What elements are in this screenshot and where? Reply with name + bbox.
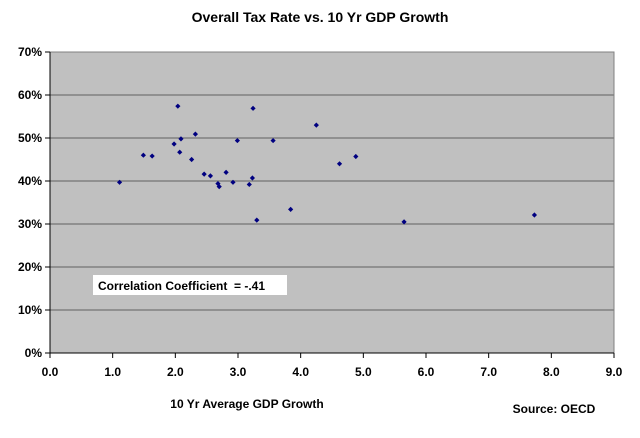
data-point bbox=[216, 183, 222, 190]
data-point bbox=[201, 171, 207, 177]
x-tick-label: 1.0 bbox=[104, 365, 121, 379]
data-point bbox=[189, 156, 195, 163]
data-point bbox=[192, 131, 198, 137]
y-tick-label: 10% bbox=[18, 303, 42, 317]
x-tick-label: 9.0 bbox=[606, 365, 623, 379]
y-tick-label: 50% bbox=[18, 131, 42, 145]
data-point bbox=[336, 161, 343, 167]
data-point bbox=[175, 103, 181, 109]
data-points bbox=[116, 103, 538, 225]
data-point bbox=[250, 105, 256, 111]
y-axis-ticks: 0% 10% 20% 30% 40% 50% 60% 70% bbox=[18, 45, 50, 360]
y-tick-label: 40% bbox=[18, 174, 42, 188]
data-point bbox=[171, 141, 177, 147]
data-point bbox=[223, 169, 229, 175]
chart-title: Overall Tax Rate vs. 10 Yr GDP Growth bbox=[192, 9, 449, 25]
data-point bbox=[353, 153, 359, 160]
gridlines bbox=[50, 94, 614, 311]
x-tick-label: 7.0 bbox=[480, 365, 497, 379]
y-tick-label: 70% bbox=[18, 45, 42, 59]
x-axis-label: 10 Yr Average GDP Growth bbox=[170, 397, 323, 411]
x-tick-label: 8.0 bbox=[543, 365, 560, 379]
data-point bbox=[313, 122, 319, 128]
data-point bbox=[288, 206, 294, 212]
x-tick-label: 6.0 bbox=[418, 365, 435, 379]
data-point bbox=[207, 173, 214, 179]
data-point bbox=[140, 152, 146, 158]
data-point bbox=[116, 179, 123, 185]
data-point bbox=[270, 137, 276, 144]
data-point bbox=[230, 179, 236, 185]
data-point bbox=[177, 149, 183, 155]
x-tick-label: 4.0 bbox=[292, 365, 309, 379]
data-point bbox=[401, 219, 407, 225]
data-point bbox=[246, 181, 252, 188]
y-tick-label: 20% bbox=[18, 260, 42, 274]
y-tick-label: 60% bbox=[18, 88, 42, 102]
x-tick-label: 5.0 bbox=[355, 365, 372, 379]
plot-area bbox=[49, 51, 615, 354]
x-tick-label: 2.0 bbox=[167, 365, 184, 379]
data-point bbox=[249, 175, 256, 181]
data-point bbox=[149, 153, 155, 159]
x-axis-ticks: 0.0 1.0 2.0 3.0 4.0 5.0 6.0 7.0 8.0 9.0 bbox=[42, 353, 623, 379]
data-point bbox=[234, 137, 240, 144]
axes bbox=[49, 52, 614, 354]
data-point bbox=[531, 212, 538, 218]
data-point bbox=[178, 136, 184, 142]
source-label: Source: OECD bbox=[513, 402, 596, 416]
y-tick-label: 0% bbox=[25, 346, 43, 360]
x-tick-label: 0.0 bbox=[42, 365, 59, 379]
correlation-annotation: Correlation Coefficient = -.41 bbox=[98, 279, 265, 293]
x-tick-label: 3.0 bbox=[230, 365, 247, 379]
y-tick-label: 30% bbox=[18, 217, 42, 231]
data-point bbox=[254, 217, 260, 223]
annotation-box bbox=[93, 275, 287, 295]
